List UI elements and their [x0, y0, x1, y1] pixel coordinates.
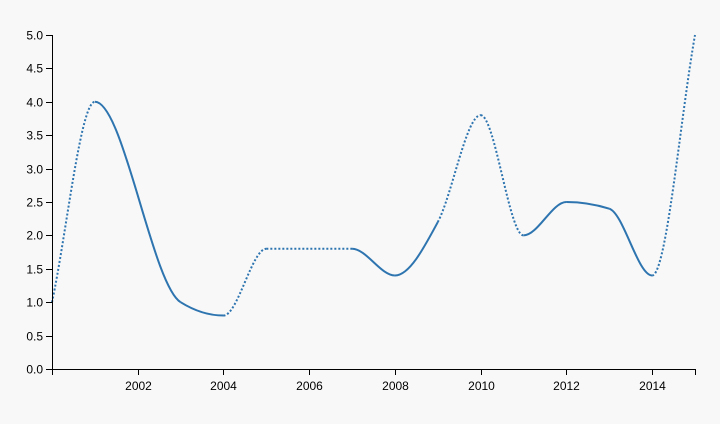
line-segment-solid — [523, 201, 567, 237]
y-tick-label: 4.0 — [26, 96, 43, 110]
y-tick-label: 1.0 — [26, 296, 43, 310]
y-axis: 0.0 0.5 1.0 1.5 2.0 2.5 3.0 3.5 4.0 4.5 5.0 — [26, 29, 53, 377]
line-segment-dotted — [651, 34, 696, 277]
line-segment-solid — [608, 207, 653, 277]
y-tick-label: 2.5 — [26, 196, 43, 210]
x-tick-label: 2004 — [210, 379, 237, 393]
y-tick-label: 5.0 — [26, 29, 43, 43]
x-tick-label: 2014 — [639, 379, 666, 393]
x-axis-line — [52, 369, 696, 375]
y-tick-label: 2.0 — [26, 229, 43, 243]
y-tick-label: 3.5 — [26, 129, 43, 143]
x-tick-label: 2002 — [125, 379, 152, 393]
x-tick-label: 2010 — [468, 379, 495, 393]
y-tick-label: 3.0 — [26, 163, 43, 177]
line-segment-dotted — [223, 247, 267, 317]
x-tick-label: 2012 — [553, 379, 580, 393]
y-tick-label: 0.5 — [26, 330, 43, 344]
line-segment-solid — [394, 221, 439, 277]
plot-area — [51, 34, 696, 317]
x-tick-label: 2006 — [296, 379, 323, 393]
line-segment-dotted — [436, 114, 482, 223]
y-tick-label: 4.5 — [26, 62, 43, 76]
y-tick-label: 0.0 — [26, 363, 43, 377]
x-tick-label: 2008 — [382, 379, 409, 393]
line-segment-solid — [566, 201, 610, 210]
line-segment-dotted — [51, 100, 96, 303]
line-segment-dotted — [480, 114, 525, 237]
x-axis: 2002 2004 2006 2008 2010 2012 2014 — [52, 369, 696, 393]
line-segment-solid — [351, 247, 396, 277]
y-tick-label: 1.5 — [26, 263, 43, 277]
line-segment-solid — [180, 301, 224, 317]
line-segment-solid — [94, 100, 182, 304]
